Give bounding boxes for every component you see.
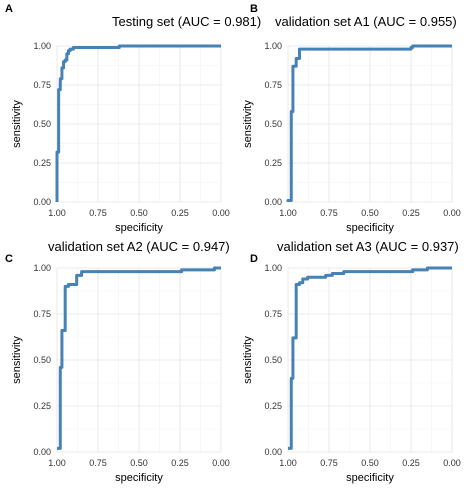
x-axis-label: specificity xyxy=(115,222,163,234)
x-tick-label: 0.25 xyxy=(402,458,420,468)
chart-title: validation set A1 (AUC = 0.955) xyxy=(275,14,457,29)
panel-letter: D xyxy=(250,253,258,265)
y-tick-label: 0.75 xyxy=(33,80,51,90)
y-tick-label: 0.75 xyxy=(264,309,282,319)
y-tick-label: 0.50 xyxy=(264,355,282,365)
x-tick-label: 1.00 xyxy=(48,208,66,218)
y-tick-label: 0.75 xyxy=(33,309,51,319)
y-tick-label: 0.50 xyxy=(33,355,51,365)
y-axis-label: sensitivity xyxy=(242,336,254,384)
panel-letter: B xyxy=(250,3,258,15)
x-tick-label: 1.00 xyxy=(279,458,297,468)
x-tick-label: 0.75 xyxy=(320,208,338,218)
y-tick-label: 0.50 xyxy=(33,119,51,129)
x-axis-label: specificity xyxy=(346,222,394,234)
y-tick-label: 0.00 xyxy=(264,197,282,207)
y-tick-label: 1.00 xyxy=(33,263,51,273)
x-tick-label: 0.75 xyxy=(89,208,107,218)
y-tick-label: 0.25 xyxy=(33,158,51,168)
y-tick-label: 0.00 xyxy=(33,447,51,457)
y-tick-label: 1.00 xyxy=(264,41,282,51)
y-tick-label: 0.75 xyxy=(264,80,282,90)
y-tick-label: 0.50 xyxy=(264,119,282,129)
x-tick-label: 0.50 xyxy=(130,458,148,468)
y-axis-label: sensitivity xyxy=(11,336,23,384)
y-tick-label: 0.00 xyxy=(264,447,282,457)
x-tick-label: 0.50 xyxy=(361,458,379,468)
chart-title: validation set A3 (AUC = 0.937) xyxy=(277,239,459,254)
y-axis-label: sensitivity xyxy=(242,100,254,148)
x-tick-label: 0.00 xyxy=(443,458,461,468)
chart-title: Testing set (AUC = 0.981) xyxy=(112,14,261,29)
x-tick-label: 0.25 xyxy=(171,458,189,468)
panel-letter: C xyxy=(5,253,13,265)
y-tick-label: 0.00 xyxy=(33,197,51,207)
roc-curve-line xyxy=(57,266,221,450)
x-tick-label: 0.25 xyxy=(171,208,189,218)
roc-curve-line xyxy=(288,266,452,450)
x-axis-label: specificity xyxy=(346,472,394,484)
y-tick-label: 1.00 xyxy=(264,263,282,273)
x-tick-label: 0.00 xyxy=(212,458,230,468)
y-tick-label: 0.25 xyxy=(33,401,51,411)
x-tick-label: 0.25 xyxy=(402,208,420,218)
x-tick-label: 0.75 xyxy=(320,458,338,468)
x-tick-label: 0.75 xyxy=(89,458,107,468)
y-tick-label: 0.25 xyxy=(264,158,282,168)
y-axis-label: sensitivity xyxy=(11,100,23,148)
panel-a: A Testing set (AUC = 0.981) 1.00 0.75 0.50 0.… xyxy=(5,3,261,234)
x-tick-label: 0.50 xyxy=(130,208,148,218)
chart-title: validation set A2 (AUC = 0.947) xyxy=(48,239,230,254)
panel-letter: A xyxy=(5,3,13,15)
x-tick-label: 0.00 xyxy=(212,208,230,218)
roc-curve-line xyxy=(286,44,452,202)
x-tick-label: 0.50 xyxy=(361,208,379,218)
roc-curve-line xyxy=(55,44,221,202)
x-tick-label: 1.00 xyxy=(48,458,66,468)
y-tick-label: 0.25 xyxy=(264,401,282,411)
y-tick-label: 1.00 xyxy=(33,41,51,51)
x-axis-label: specificity xyxy=(115,472,163,484)
x-tick-label: 1.00 xyxy=(279,208,297,218)
x-tick-label: 0.00 xyxy=(443,208,461,218)
